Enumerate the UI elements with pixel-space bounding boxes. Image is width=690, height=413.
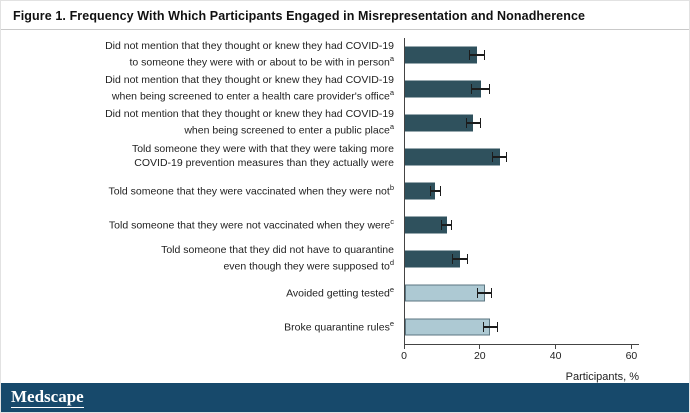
- bar-rows: Did not mention that they thought or kne…: [1, 38, 689, 344]
- bar-row: Told someone they were with that they we…: [1, 140, 689, 174]
- error-bar: [471, 84, 491, 94]
- brand-bar: Medscape: [1, 383, 689, 412]
- x-axis: 0 20 40 60: [1, 344, 689, 365]
- bar: [405, 284, 485, 302]
- bar-chart: Did not mention that they thought or kne…: [1, 30, 689, 383]
- footnote-marker: e: [389, 284, 394, 294]
- error-bar: [477, 288, 493, 298]
- error-bar: [452, 254, 468, 264]
- footnote-marker: d: [389, 257, 394, 267]
- x-axis-tick: [555, 345, 557, 349]
- bar: [405, 318, 491, 336]
- bar: [405, 80, 481, 98]
- footnote-marker: b: [389, 182, 394, 192]
- x-axis-tick-label: 60: [625, 350, 638, 362]
- error-bar: [469, 50, 485, 60]
- x-axis-label-row: Participants, %: [1, 371, 689, 383]
- bar: [405, 250, 460, 268]
- footnote-marker: c: [390, 216, 394, 226]
- plot-cell: [404, 242, 640, 276]
- bar: [405, 148, 500, 166]
- category-label: Did not mention that they thought or kne…: [105, 74, 394, 103]
- figure-title-bar: Figure 1. Frequency With Which Participa…: [1, 1, 689, 30]
- x-axis-tick: [630, 345, 632, 349]
- bar-row: Told someone that they did not have to q…: [1, 242, 689, 276]
- category-label: Avoided getting testede: [286, 284, 394, 300]
- x-axis-line: 0 20 40 60: [401, 344, 639, 365]
- axis-spacer: [1, 344, 404, 365]
- x-axis-tick-label: 20: [473, 350, 486, 362]
- footnote-marker: e: [389, 318, 394, 328]
- x-axis-tick: [403, 345, 405, 349]
- x-axis-label: Participants, %: [565, 371, 639, 383]
- category-label: Told someone that they did not have to q…: [161, 244, 394, 273]
- error-bar: [441, 220, 453, 230]
- bar-row: Did not mention that they thought or kne…: [1, 38, 689, 72]
- plot-cell: [404, 276, 640, 310]
- x-axis-tick: [479, 345, 481, 349]
- footnote-marker: a: [389, 53, 394, 63]
- category-label: Did not mention that they thought or kne…: [105, 108, 394, 137]
- x-axis-tick-label: 40: [549, 350, 562, 362]
- category-label: Told someone they were with that they we…: [131, 143, 394, 169]
- plot-cell: [404, 38, 640, 72]
- plot-cell: [404, 106, 640, 140]
- bar-row: Broke quarantine rulese: [1, 310, 689, 344]
- bar: [405, 114, 474, 132]
- footnote-marker: a: [389, 87, 394, 97]
- figure-title: Figure 1. Frequency With Which Participa…: [13, 9, 586, 23]
- error-bar: [429, 186, 441, 196]
- error-bar: [492, 152, 508, 162]
- x-axis-label-spacer: [1, 371, 404, 383]
- medscape-logo: Medscape: [11, 387, 84, 409]
- x-axis-tick-label: 0: [401, 350, 407, 362]
- plot-cell: [404, 140, 640, 174]
- category-label: Did not mention that they thought or kne…: [105, 40, 394, 69]
- bar: [405, 216, 447, 234]
- error-bar: [465, 118, 481, 128]
- bar-row: Told someone that they were not vaccinat…: [1, 208, 689, 242]
- category-label: Told someone that they were not vaccinat…: [108, 216, 394, 232]
- plot-cell: [404, 72, 640, 106]
- category-label: Told someone that they were vaccinated w…: [108, 182, 394, 198]
- bar-row: Avoided getting testede: [1, 276, 689, 310]
- bar-row: Told someone that they were vaccinated w…: [1, 174, 689, 208]
- footnote-marker: a: [389, 121, 394, 131]
- plot-cell: [404, 208, 640, 242]
- error-bar: [482, 322, 498, 332]
- bar: [405, 46, 478, 64]
- plot-cell: [404, 310, 640, 344]
- bar-row: Did not mention that they thought or kne…: [1, 72, 689, 106]
- bar: [405, 182, 436, 200]
- plot-cell: [404, 174, 640, 208]
- bar-row: Did not mention that they thought or kne…: [1, 106, 689, 140]
- category-label: Broke quarantine rulese: [284, 318, 394, 334]
